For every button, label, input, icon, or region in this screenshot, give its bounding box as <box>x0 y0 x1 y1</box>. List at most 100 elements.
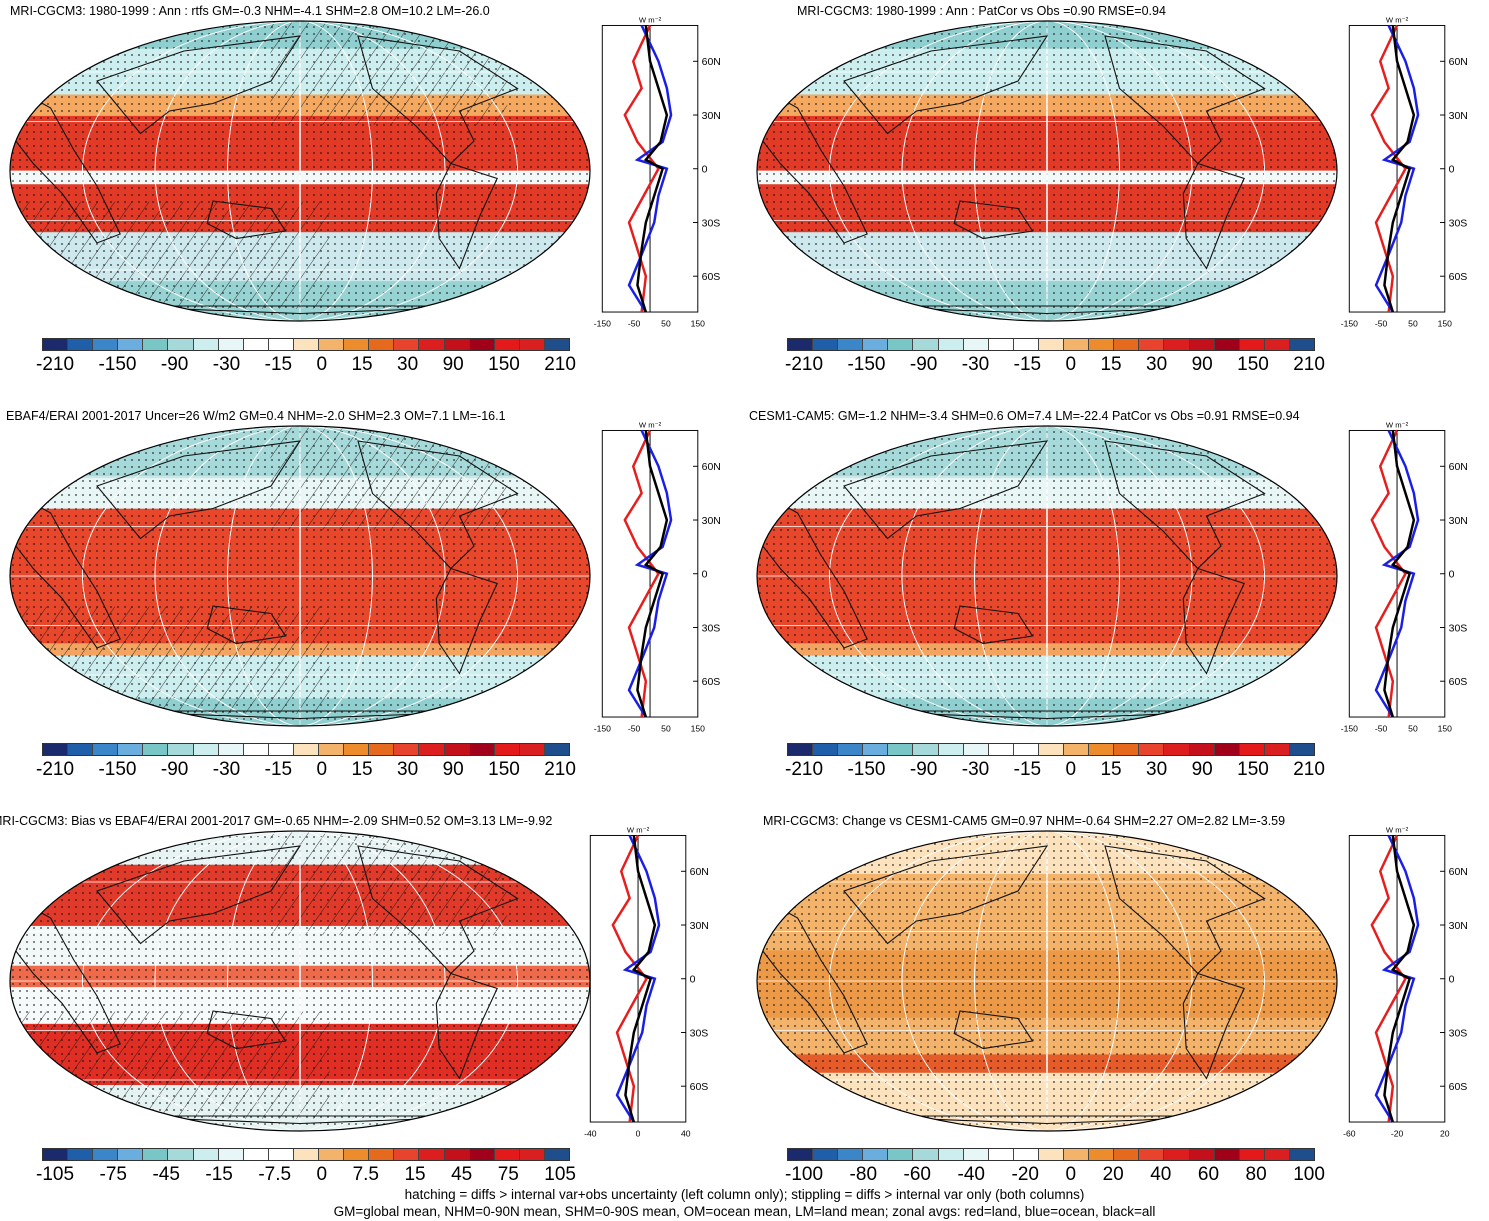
graticule-line <box>299 831 301 1131</box>
zonal-black-line <box>624 835 657 1123</box>
map-border <box>756 425 1338 727</box>
coastline <box>96 440 302 540</box>
colorbar-swatch <box>1214 744 1240 755</box>
colorbar-swatch <box>1164 339 1190 350</box>
colorbar-swatch <box>938 339 964 350</box>
zonal-mean-plot: W m⁻² 60N 30N 0 30S 60S -150 -50 50 150 <box>1341 16 1468 329</box>
colorbar-tick-label: -15 <box>264 759 293 780</box>
colorbar-swatch <box>193 339 219 350</box>
panel-title: MRI-CGCM3: 1980-1999 : Ann : rtfs GM=-0.… <box>10 4 490 18</box>
colorbar-swatch <box>863 744 889 755</box>
coastline <box>206 200 287 240</box>
colorbar-swatch <box>888 1149 914 1160</box>
colorbar-tick-label: -100 <box>785 1164 824 1185</box>
colorbar-swatch <box>1189 744 1215 755</box>
colorbar-swatch <box>788 1149 814 1160</box>
footer-line-2: GM=global mean, NHM=0-90N mean, SHM=0-90… <box>333 1204 1156 1219</box>
colorbar-swatch <box>788 744 814 755</box>
graticule-line <box>829 21 1265 321</box>
coastline <box>1182 162 1245 270</box>
colorbar-tick-label: -105 <box>36 1164 75 1185</box>
colorbar-tick-label: 90 <box>1191 759 1213 780</box>
colorbar-tick-label: -20 <box>1011 1164 1039 1185</box>
colorbar-tick-label: 90 <box>1191 354 1213 375</box>
colorbar <box>787 1148 1315 1161</box>
colorbar-tick-label: 20 <box>1102 1164 1124 1185</box>
graticule-line <box>82 831 518 1131</box>
colorbar-swatch <box>444 744 470 755</box>
colorbar-tick-label: 0 <box>1065 759 1077 780</box>
colorbar-swatch <box>319 744 345 755</box>
zonal-mean-plot: W m⁻² 60N 30N 0 30S 60S -150 -50 50 150 <box>594 421 721 734</box>
colorbar-tick-label: 45 <box>451 1164 473 1185</box>
graticule-line <box>227 831 373 1131</box>
graticule-line <box>1046 831 1048 1131</box>
x-tick-label: 0 <box>636 1128 641 1138</box>
colorbar-swatch <box>68 339 94 350</box>
colorbar-swatch <box>838 339 864 350</box>
colorbar-swatch <box>1189 339 1215 350</box>
graticule-line <box>974 831 1120 1131</box>
coastline <box>206 605 287 645</box>
graticule-line <box>154 21 446 321</box>
lat-label: 60S <box>1449 271 1468 283</box>
colorbar-swatch <box>293 1149 320 1160</box>
panel-title: CESM1-CAM5: GM=-1.2 NHM=-3.4 SHM=0.6 OM=… <box>749 409 1300 423</box>
panel-5: MRI-CGCM3: Bias vs EBAF4/ERAI 2001-2017 … <box>0 810 744 1215</box>
colorbar-swatch <box>519 1149 545 1160</box>
coastline <box>843 845 1049 945</box>
colorbar-swatch <box>1038 339 1065 350</box>
graticule-line <box>299 426 301 726</box>
coastline <box>10 897 121 1054</box>
coastline <box>757 897 868 1054</box>
zonal-black-line <box>1383 25 1416 313</box>
colorbar-swatch <box>838 744 864 755</box>
colorbar-swatch <box>319 339 345 350</box>
colorbar-swatch <box>813 339 839 350</box>
coastline <box>10 492 121 649</box>
colorbar-swatch <box>243 1149 269 1160</box>
colorbar-swatch <box>888 339 914 350</box>
hatching <box>10 201 330 309</box>
coastline <box>1104 35 1266 165</box>
lat-label: 60N <box>690 866 709 878</box>
colorbar-swatch <box>68 1149 94 1160</box>
colorbar-tick-label: -150 <box>98 759 137 780</box>
x-tick-label: -50 <box>628 723 641 733</box>
colorbar-tick-label: -15 <box>1013 354 1042 375</box>
coastline <box>357 845 519 975</box>
colorbar-swatch <box>788 339 814 350</box>
zonal-black-line <box>636 25 669 313</box>
zonal-black-line <box>636 430 669 718</box>
colorbar-swatch <box>419 339 445 350</box>
colorbar-swatch <box>1164 744 1190 755</box>
x-tick-label: -150 <box>594 318 611 328</box>
coastline <box>843 35 1049 135</box>
lat-label: 30N <box>1449 515 1468 527</box>
colorbar-tick-label: 0 <box>316 1164 328 1185</box>
colorbar-tick-label: -30 <box>961 354 990 375</box>
colorbar-swatch <box>469 1149 495 1160</box>
lat-label: 30N <box>702 110 721 122</box>
colorbar-swatch <box>394 339 420 350</box>
colorbar-swatch <box>394 1149 420 1160</box>
colorbar-swatch <box>268 744 294 755</box>
colorbar-tick-label: 15 <box>404 1164 426 1185</box>
colorbar-swatch <box>988 339 1014 350</box>
lat-label: 0 <box>1449 569 1455 581</box>
colorbar-swatch <box>519 744 545 755</box>
colorbar-swatch <box>293 744 320 755</box>
zonal-units: W m⁻² <box>627 826 650 835</box>
colorbar-swatch <box>1013 1149 1039 1160</box>
colorbar-swatch <box>143 744 169 755</box>
colorbar-tick-label: 150 <box>1237 354 1269 375</box>
colorbar-swatch <box>118 744 144 755</box>
lat-label: 60N <box>1449 461 1468 473</box>
coastline <box>10 87 121 244</box>
colorbar-swatch <box>1164 1149 1190 1160</box>
coastline <box>96 710 504 720</box>
colorbar-tick-label: -15 <box>1013 759 1042 780</box>
x-tick-label: 50 <box>1408 318 1418 328</box>
colorbar-tick-label: -150 <box>847 354 886 375</box>
lat-label: 30N <box>690 920 709 932</box>
